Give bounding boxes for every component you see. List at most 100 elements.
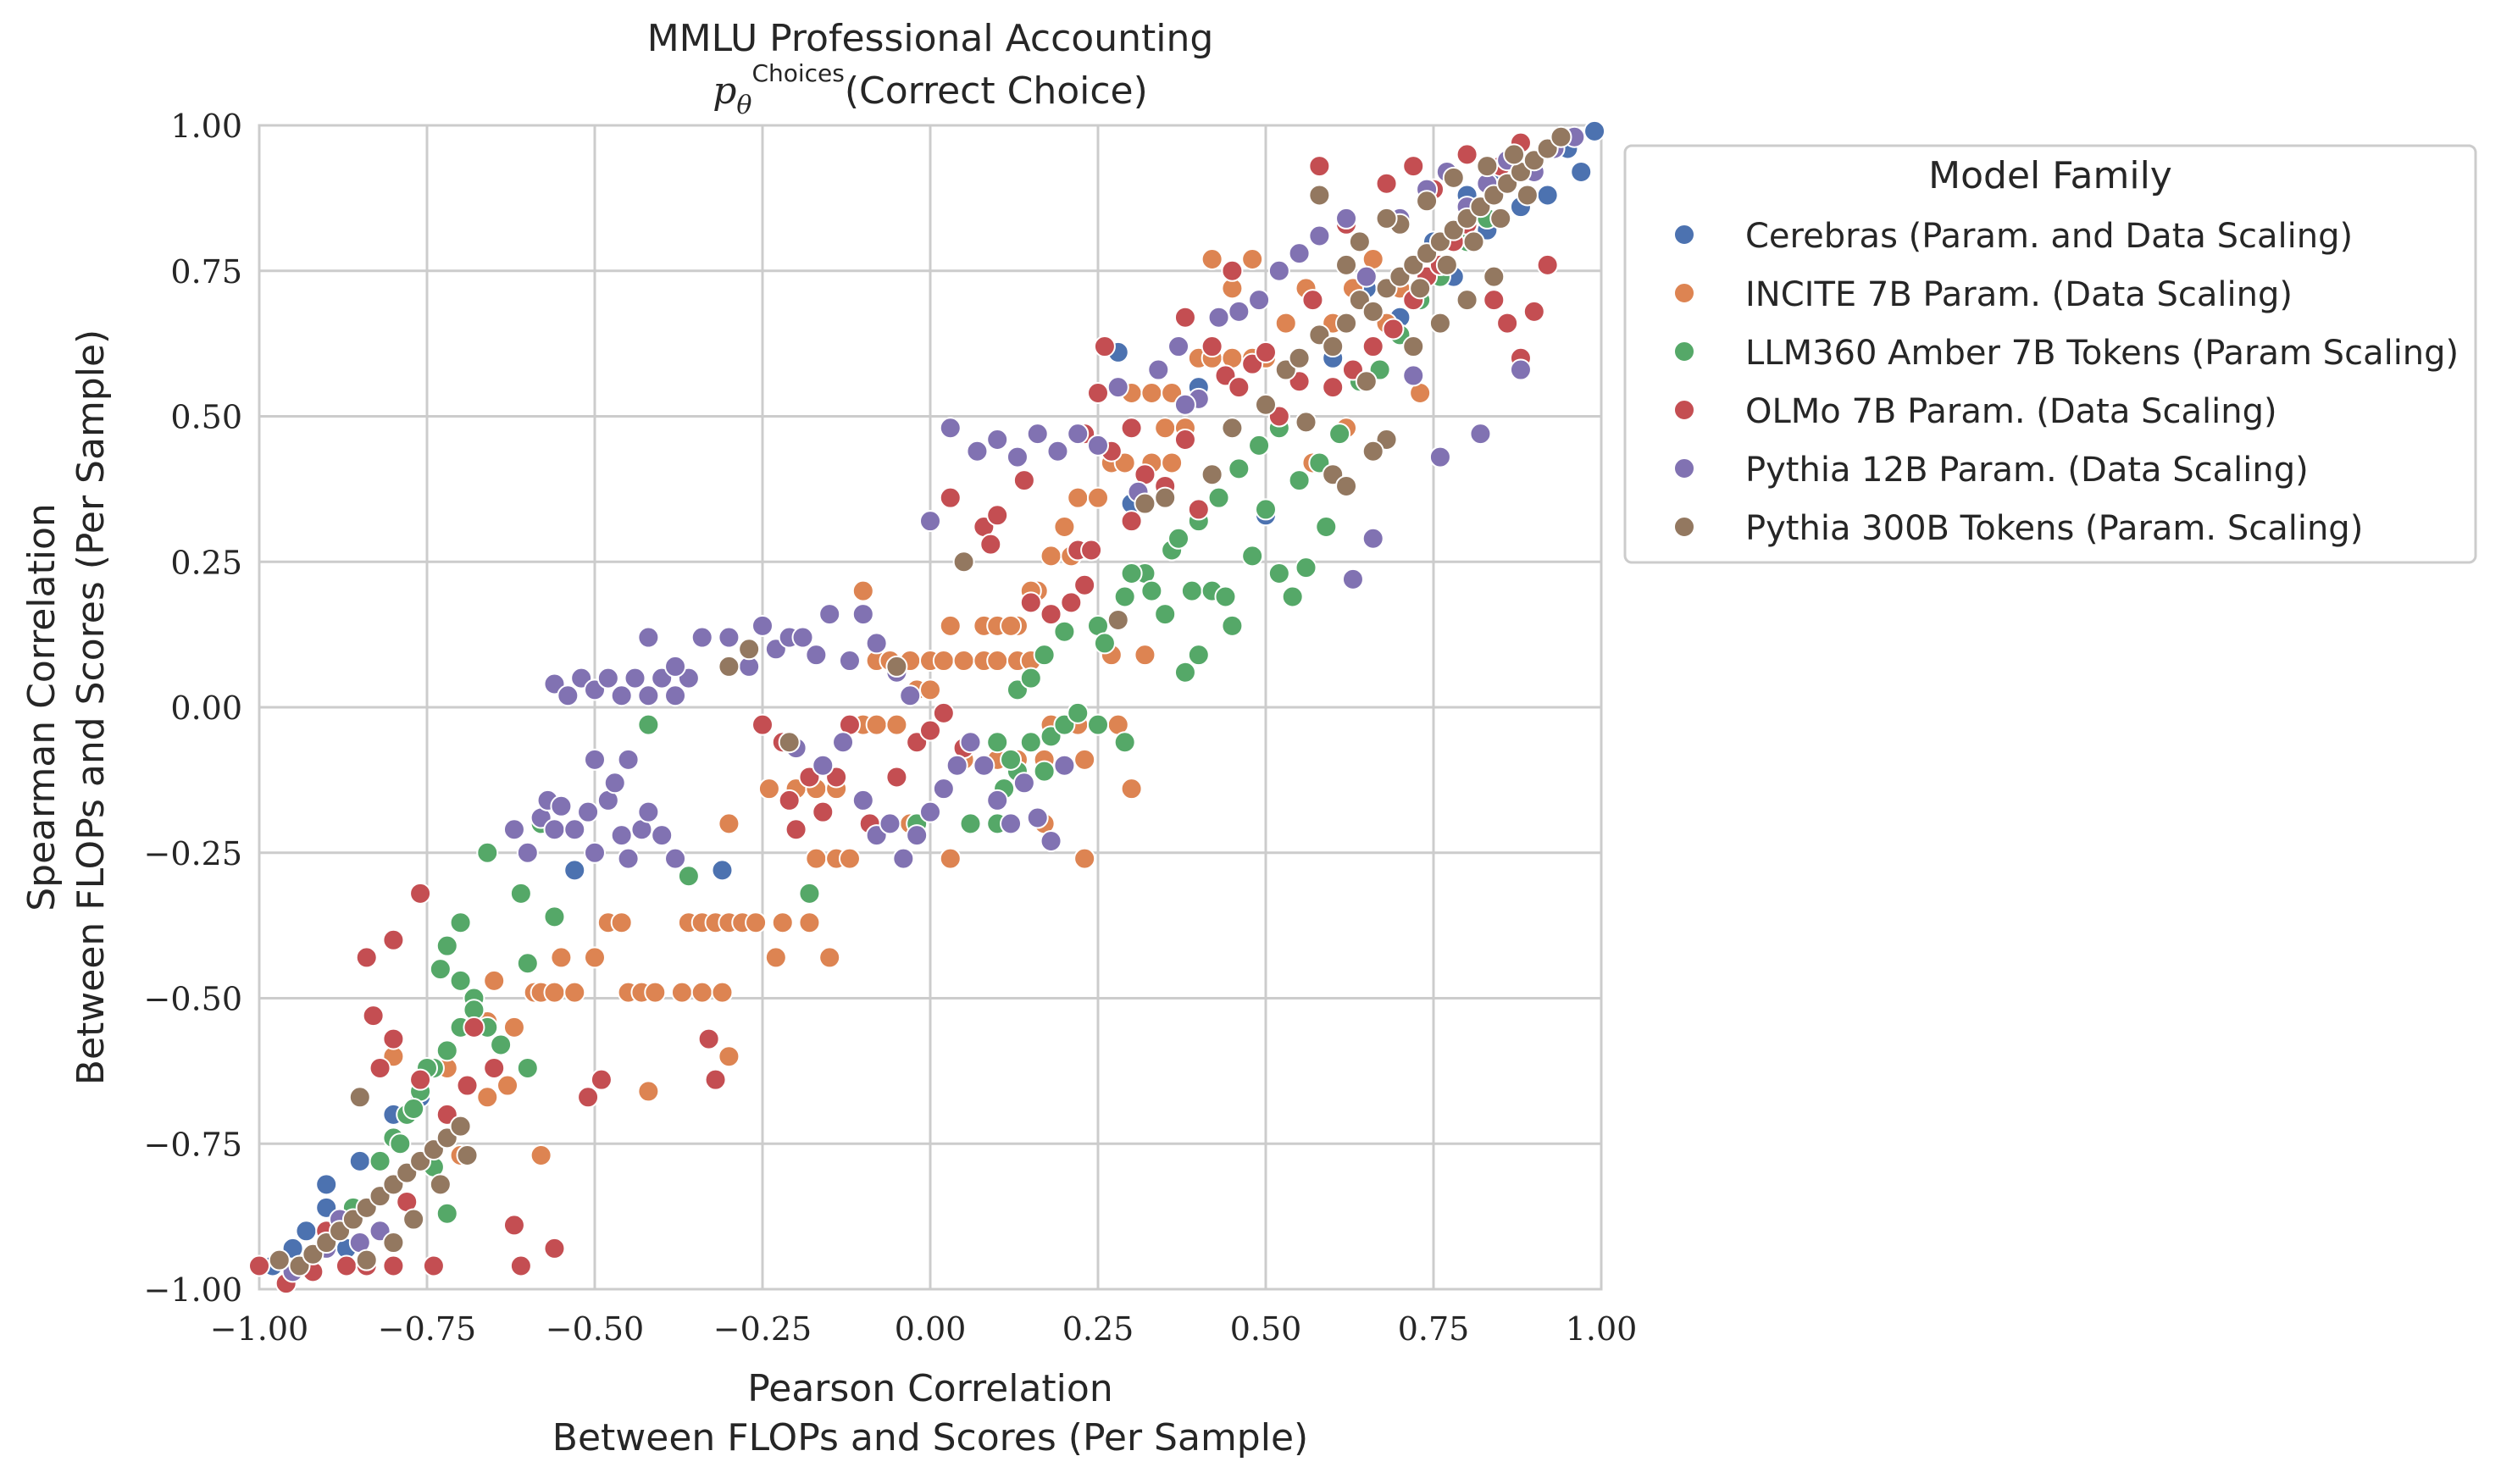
data-point bbox=[932, 778, 955, 800]
legend-label: OLMo 7B Param. (Data Scaling) bbox=[1745, 392, 2277, 431]
data-point bbox=[1140, 382, 1163, 405]
data-point bbox=[509, 882, 532, 905]
data-point bbox=[543, 981, 566, 1004]
x-tick-label: −0.50 bbox=[546, 1310, 644, 1348]
data-point bbox=[1040, 830, 1062, 853]
data-point bbox=[502, 1214, 525, 1237]
data-point bbox=[1281, 585, 1304, 608]
legend: Model Family Cerebras (Param. and Data S… bbox=[1623, 144, 2477, 564]
data-point bbox=[1154, 417, 1177, 440]
data-point bbox=[1053, 516, 1076, 539]
data-point bbox=[1040, 545, 1062, 568]
y-tick-label: −0.50 bbox=[144, 981, 242, 1018]
data-point bbox=[335, 1254, 358, 1277]
legend-marker bbox=[1673, 282, 1695, 304]
data-point bbox=[1167, 527, 1190, 550]
y-tick-label: 0.25 bbox=[170, 544, 242, 581]
data-point bbox=[906, 824, 929, 847]
data-point bbox=[1173, 393, 1196, 416]
data-point bbox=[1315, 516, 1338, 539]
data-point bbox=[1248, 434, 1271, 457]
data-point bbox=[959, 731, 982, 754]
data-point bbox=[785, 818, 807, 841]
data-point bbox=[1361, 440, 1384, 462]
grid-lines bbox=[258, 124, 1603, 1291]
data-point bbox=[832, 731, 855, 754]
data-point bbox=[1274, 312, 1297, 335]
y-tick-labels: −1.00 −0.75 −0.50 −0.25 0.00 0.25 0.50 0.75 1.00 bbox=[144, 108, 242, 1309]
data-point bbox=[1308, 224, 1331, 247]
data-point bbox=[1375, 207, 1398, 230]
data-point bbox=[946, 754, 968, 777]
data-point bbox=[1067, 486, 1090, 509]
data-point bbox=[1335, 253, 1358, 276]
data-point bbox=[476, 841, 499, 864]
data-point bbox=[483, 1056, 506, 1079]
data-point bbox=[1214, 585, 1237, 608]
data-point bbox=[851, 603, 874, 626]
data-point bbox=[1120, 510, 1143, 533]
data-point bbox=[1328, 423, 1351, 446]
data-point bbox=[584, 748, 606, 771]
data-point bbox=[435, 934, 458, 957]
data-point bbox=[268, 1249, 291, 1271]
data-point bbox=[1428, 312, 1451, 335]
data-point bbox=[1120, 778, 1143, 800]
data-point bbox=[677, 865, 700, 888]
data-point bbox=[315, 1173, 338, 1196]
legend-label: Pythia 300B Tokens (Param. Scaling) bbox=[1745, 509, 2363, 548]
data-point bbox=[966, 440, 989, 462]
data-point bbox=[1113, 585, 1136, 608]
data-point bbox=[369, 1149, 391, 1172]
data-point bbox=[1221, 614, 1244, 637]
data-point bbox=[738, 638, 761, 661]
data-point bbox=[1134, 644, 1156, 667]
x-tick-label: −0.25 bbox=[713, 1310, 812, 1348]
x-tick-label: −1.00 bbox=[210, 1310, 308, 1348]
data-point bbox=[986, 504, 1009, 527]
data-point bbox=[1026, 423, 1049, 446]
data-point bbox=[1322, 376, 1345, 399]
data-point bbox=[1248, 289, 1271, 312]
data-point bbox=[409, 1068, 432, 1091]
data-point bbox=[932, 701, 955, 724]
data-point bbox=[1267, 562, 1290, 584]
data-point bbox=[1147, 358, 1170, 381]
data-point bbox=[1348, 230, 1371, 253]
data-point bbox=[1255, 498, 1277, 521]
data-point bbox=[718, 626, 740, 649]
y-tick-label: 1.00 bbox=[170, 108, 242, 145]
data-point bbox=[1053, 620, 1076, 643]
data-point bbox=[885, 713, 908, 736]
data-point bbox=[1201, 335, 1223, 358]
data-point bbox=[1288, 469, 1311, 492]
data-point bbox=[838, 847, 861, 870]
data-point bbox=[1167, 335, 1190, 358]
data-point bbox=[670, 981, 693, 1004]
data-point bbox=[577, 1086, 600, 1109]
data-point bbox=[1550, 125, 1572, 148]
data-point bbox=[690, 626, 713, 649]
data-point bbox=[1040, 603, 1062, 626]
data-point bbox=[1361, 300, 1384, 323]
data-point bbox=[690, 981, 713, 1004]
data-point bbox=[939, 847, 962, 870]
data-point bbox=[1087, 434, 1109, 457]
data-point bbox=[791, 626, 814, 649]
data-point bbox=[1228, 457, 1250, 480]
data-point bbox=[1106, 376, 1129, 399]
data-point bbox=[1073, 573, 1096, 596]
data-point bbox=[1060, 591, 1083, 614]
data-point bbox=[1080, 539, 1103, 562]
legend-marker bbox=[1673, 224, 1695, 246]
data-point bbox=[490, 1033, 513, 1056]
data-point bbox=[348, 1086, 371, 1109]
data-point bbox=[1120, 417, 1143, 440]
data-point bbox=[1355, 370, 1378, 393]
data-point bbox=[1207, 486, 1230, 509]
data-point bbox=[1341, 568, 1364, 590]
data-point bbox=[899, 684, 922, 707]
data-point bbox=[1154, 603, 1177, 626]
data-point bbox=[449, 969, 472, 992]
data-point bbox=[550, 795, 573, 817]
